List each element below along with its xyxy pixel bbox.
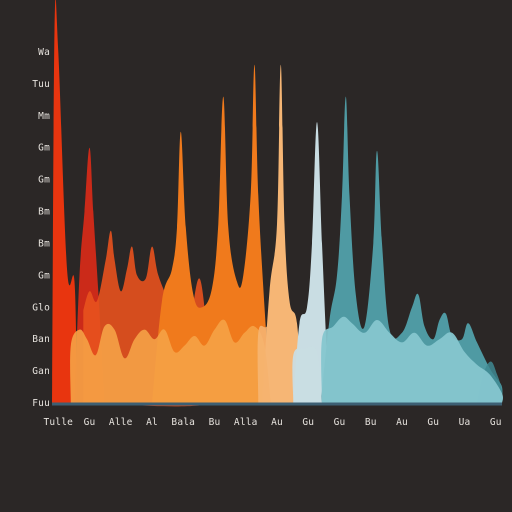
x-tick-label: Gu: [427, 417, 439, 428]
y-tick-label: Glo: [32, 302, 50, 313]
y-tick-label: Bm: [38, 238, 50, 249]
y-tick-label: Mm: [38, 111, 50, 122]
x-tick-label: Ua: [459, 417, 471, 428]
x-tick-label: Alla: [234, 417, 258, 428]
x-tick-label: Au: [396, 417, 408, 428]
x-tick-label: Au: [271, 417, 283, 428]
series-area-4: [152, 64, 271, 403]
x-tick-label: Gu: [84, 417, 96, 428]
x-tick-label: Gu: [334, 417, 346, 428]
series-area-7: [320, 96, 503, 403]
series-layer: [52, 0, 504, 407]
x-tick-label: Bu: [365, 417, 377, 428]
x-axis-tick-labels: Tulle Gu Alle Al Bala Bu Alla Au Gu Gu Bu Au Gu Ua Gu: [43, 417, 501, 428]
y-axis-tick-labels: Fuu Gan Ban Glo Gm Bm Bm Gm Gm Mm Tuu Wa: [32, 47, 50, 409]
y-tick-label: Gm: [38, 143, 50, 154]
y-tick-label: Tuu: [32, 79, 50, 90]
y-tick-label: Gan: [32, 366, 50, 377]
y-tick-label: Ban: [32, 334, 50, 345]
y-tick-label: Fuu: [32, 398, 50, 409]
x-tick-label: Bu: [209, 417, 221, 428]
x-tick-label: Tulle: [43, 417, 73, 428]
x-tick-label: Gu: [302, 417, 314, 428]
x-tick-label: Alle: [109, 417, 133, 428]
series-area-11: [292, 346, 322, 403]
y-tick-label: Gm: [38, 270, 50, 281]
series-area-6: [293, 122, 331, 403]
series-area-12: [321, 316, 504, 403]
x-tick-label: Bala: [171, 417, 195, 428]
y-tick-label: Wa: [38, 47, 50, 58]
y-tick-label: Bm: [38, 207, 50, 218]
x-tick-label: Gu: [490, 417, 502, 428]
y-tick-label: Gm: [38, 175, 50, 186]
series-area-1: [52, 0, 77, 403]
x-tick-label: Al: [146, 417, 158, 428]
series-area-9: [70, 319, 271, 403]
series-area-10: [257, 310, 294, 403]
